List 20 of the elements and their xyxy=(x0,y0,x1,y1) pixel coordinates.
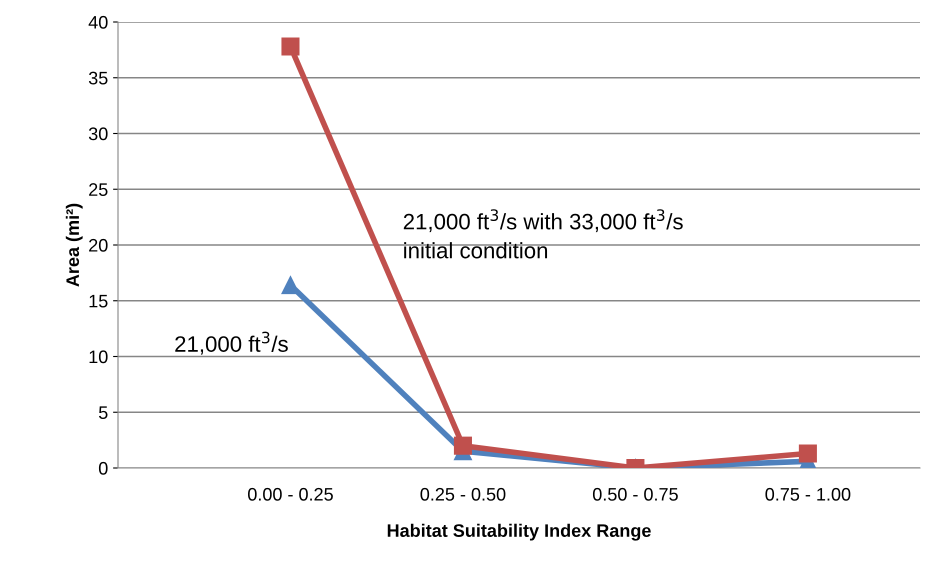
y-tick-label: 20 xyxy=(89,238,108,252)
y-tick-label: 15 xyxy=(90,294,108,308)
y-tick-label: 30 xyxy=(88,127,108,140)
y-tick-label: 35 xyxy=(88,72,108,84)
y-axis-title: Area (mi²) xyxy=(66,204,83,287)
point xyxy=(281,38,300,56)
text: 21,000 ft$^{3}$/s with 33,000 ft$^{3}$/s initial condition xyxy=(404,209,683,258)
annotation: 21,000 ft$^{3}$/s xyxy=(175,332,288,355)
x-axis-title: Habitat Suitability Index Range xyxy=(388,524,651,541)
x-tick-label: 0.75 - 1.00 xyxy=(765,488,850,501)
point xyxy=(798,444,817,463)
x-tick-label: 0.25 - 0.50 xyxy=(420,488,506,501)
y-tick-label: 10 xyxy=(90,350,108,364)
point xyxy=(454,436,472,455)
y-tick-label: 5 xyxy=(98,406,108,419)
x-tick-label: 0.00 - 0.25 xyxy=(248,488,333,501)
y-tick-label: 25 xyxy=(89,183,108,196)
y-tick-label: 40 xyxy=(88,16,108,29)
x-tick-label: 0.50 - 0.75 xyxy=(592,488,678,501)
y-tick-label: 0 xyxy=(98,462,108,475)
